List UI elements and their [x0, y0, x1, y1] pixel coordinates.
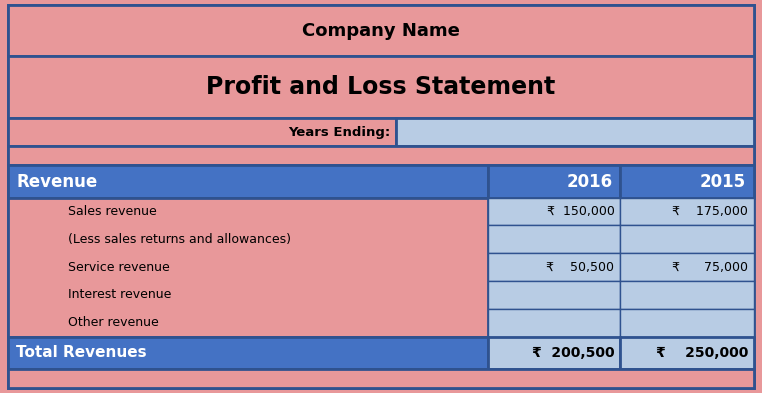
Bar: [488, 225, 620, 253]
Text: 2016: 2016: [566, 173, 613, 191]
Bar: [8, 165, 488, 198]
Text: ₹    175,000: ₹ 175,000: [672, 205, 748, 218]
Text: Service revenue: Service revenue: [68, 261, 170, 274]
Bar: [620, 165, 754, 198]
Bar: [620, 225, 754, 253]
Bar: [8, 369, 754, 388]
Text: Sales revenue: Sales revenue: [68, 205, 157, 218]
Text: ₹    250,000: ₹ 250,000: [655, 346, 748, 360]
Bar: [488, 253, 620, 281]
Bar: [8, 118, 396, 146]
Text: Company Name: Company Name: [302, 22, 460, 40]
Text: (Less sales returns and allowances): (Less sales returns and allowances): [68, 233, 291, 246]
Text: Interest revenue: Interest revenue: [68, 288, 171, 301]
Text: Revenue: Revenue: [16, 173, 98, 191]
Bar: [620, 198, 754, 225]
Text: 2015: 2015: [700, 173, 746, 191]
Bar: [488, 309, 620, 337]
Bar: [8, 5, 754, 56]
Bar: [8, 56, 754, 118]
Text: Years Ending:: Years Ending:: [289, 126, 391, 139]
Text: ₹  150,000: ₹ 150,000: [546, 205, 614, 218]
Text: Other revenue: Other revenue: [68, 316, 158, 329]
Bar: [488, 281, 620, 309]
Bar: [8, 337, 488, 369]
Text: ₹    50,500: ₹ 50,500: [546, 261, 614, 274]
Bar: [8, 146, 754, 165]
Text: Total Revenues: Total Revenues: [16, 345, 146, 360]
Bar: [620, 309, 754, 337]
Bar: [396, 118, 754, 146]
Bar: [488, 165, 620, 198]
Bar: [8, 198, 488, 337]
Text: ₹  200,500: ₹ 200,500: [532, 346, 614, 360]
Bar: [620, 253, 754, 281]
Bar: [620, 281, 754, 309]
Bar: [620, 337, 754, 369]
Bar: [488, 198, 620, 225]
Text: Profit and Loss Statement: Profit and Loss Statement: [207, 75, 555, 99]
Bar: [488, 337, 620, 369]
Text: ₹      75,000: ₹ 75,000: [672, 261, 748, 274]
